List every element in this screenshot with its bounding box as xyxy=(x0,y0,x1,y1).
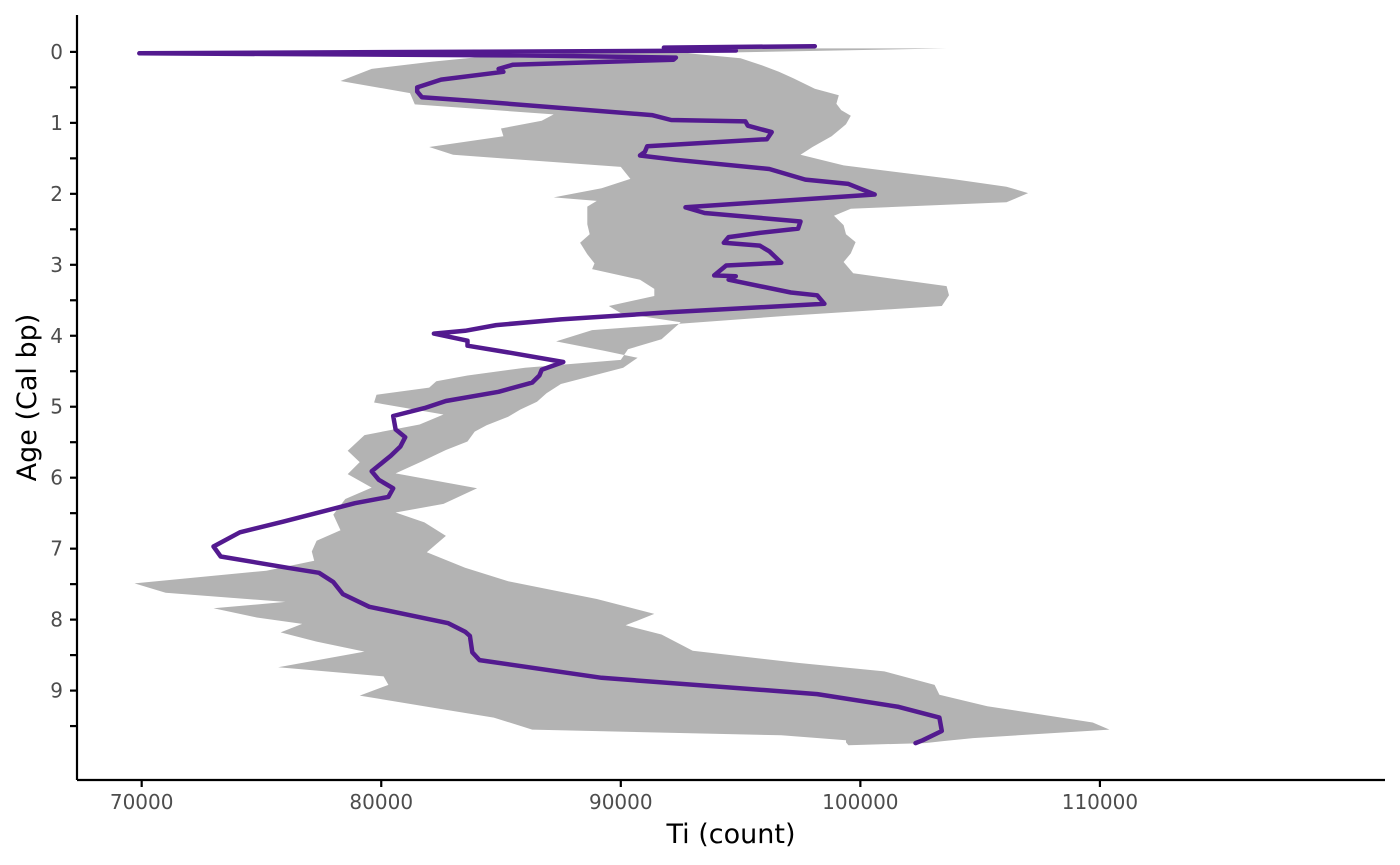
y-tick-label: 0 xyxy=(50,40,63,64)
y-tick-label: 5 xyxy=(50,395,63,419)
axes xyxy=(75,15,1385,782)
x-tick-label: 110000 xyxy=(1062,790,1138,814)
y-tick-label: 3 xyxy=(50,253,63,277)
confidence-band-layer xyxy=(134,48,1110,746)
y-tick-label: 4 xyxy=(50,324,63,348)
x-axis-title: Ti (count) xyxy=(666,819,796,850)
y-axis-title: Age (Cal bp) xyxy=(12,314,43,482)
series-line xyxy=(137,43,945,746)
confidence-band xyxy=(134,48,1110,746)
y-tick-label: 7 xyxy=(50,537,63,561)
y-tick-label: 6 xyxy=(50,466,63,490)
y-tick-label: 1 xyxy=(50,111,63,135)
x-tick-label: 80000 xyxy=(349,790,413,814)
tick-layer: 70000 80000 90000 100000 110000 0 1 2 3 4 5 6 7 8 9 xyxy=(50,40,1138,814)
y-tick-label: 8 xyxy=(50,608,63,632)
y-tick-label: 9 xyxy=(50,679,63,703)
x-tick-label: 90000 xyxy=(589,790,653,814)
y-tick-label: 2 xyxy=(50,182,63,206)
x-tick-label: 100000 xyxy=(822,790,898,814)
median-line-layer xyxy=(137,43,945,746)
x-tick-label: 70000 xyxy=(110,790,174,814)
